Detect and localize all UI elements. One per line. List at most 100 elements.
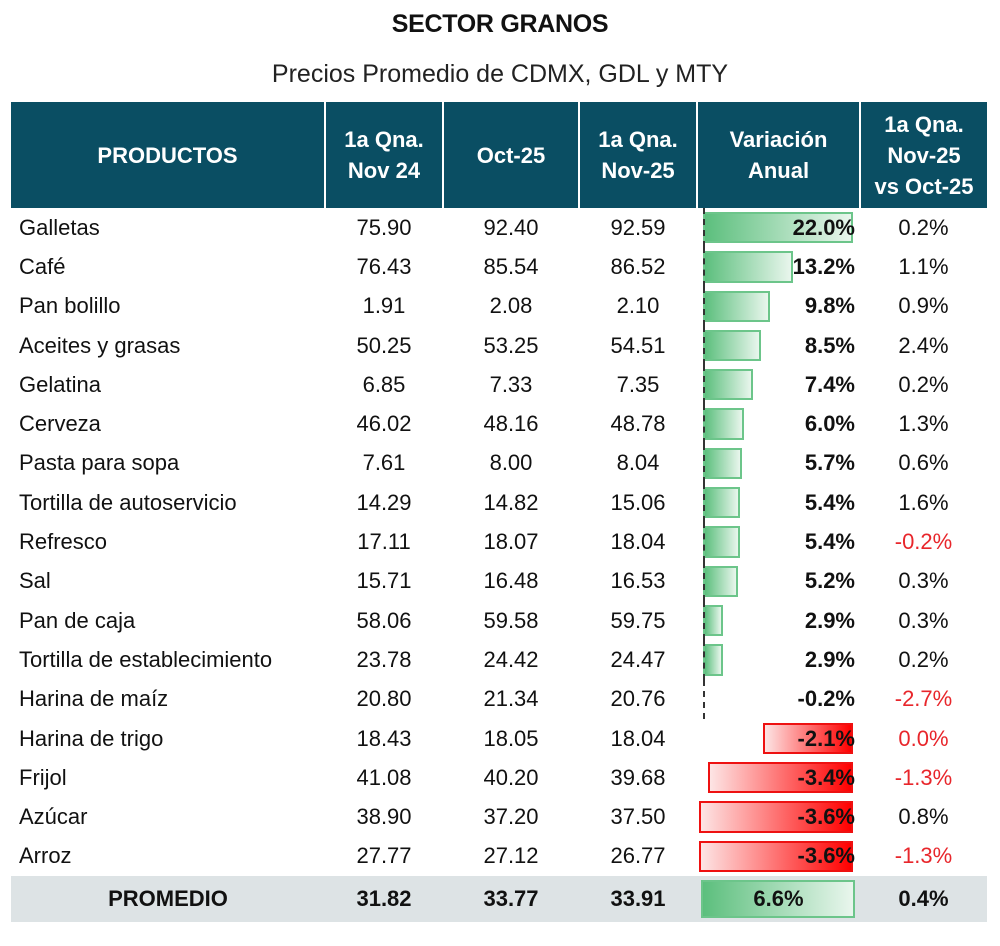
price-oct25: 40.20 (483, 764, 539, 790)
bar-axis-line (703, 365, 705, 405)
header-line: Anual (747, 158, 810, 183)
table-row: Sal 15.71 16.48 16.53 5.2% 0.3% (11, 561, 987, 601)
product-name: Harina de trigo (19, 725, 164, 751)
annual-variation-value: 13.2% (792, 253, 855, 279)
monthly-variation: -2.7% (894, 686, 953, 712)
positive-variation-bar (703, 565, 739, 597)
bar-axis-line (703, 208, 705, 248)
annual-variation: 6.0% (697, 404, 860, 444)
monthly-variation: 0.6% (898, 450, 949, 476)
price-nov24: 31.82 (325, 876, 443, 923)
table-row: Pan de caja 58.06 59.58 59.75 2.9% 0.3% (11, 600, 987, 641)
bar-axis-line (703, 247, 705, 287)
product-name: Gelatina (19, 371, 101, 397)
table-row: Frijol 41.08 40.20 39.68 -3.4% -1.3% (11, 758, 987, 797)
bar-axis-line (703, 483, 705, 523)
average-variation-bar (701, 880, 855, 919)
monthly-variation: 0.2% (898, 646, 949, 672)
product-name: Refresco (19, 529, 108, 555)
price-oct25: 8.00 (489, 450, 533, 476)
price-nov24: 76.43 (356, 253, 412, 279)
annual-variation-value: 6.6% (753, 886, 804, 912)
price-nov25: 7.35 (616, 371, 660, 397)
product-name: Galletas (19, 214, 100, 240)
price-oct25: 37.20 (483, 804, 539, 830)
header-nov24: 1a Qna. Nov 24 (324, 102, 443, 208)
annual-variation-value: 5.4% (804, 489, 855, 515)
price-nov25: 86.52 (610, 253, 666, 279)
prices-table: PRODUCTOS 1a Qna. Nov 24 Oct-25 1a Qna. Nov-2… (11, 102, 987, 923)
annual-variation-value: 7.4% (804, 371, 855, 397)
monthly-variation: 2.4% (898, 332, 949, 358)
header-line: vs Oct-25 (874, 173, 974, 199)
price-nov25: 8.04 (616, 450, 660, 476)
price-nov24: 46.02 (356, 411, 412, 437)
product-name: Tortilla de autoservicio (19, 489, 237, 515)
price-oct25: 85.54 (483, 253, 539, 279)
annual-variation-value: 5.4% (804, 529, 855, 555)
price-oct25: 24.42 (483, 646, 539, 672)
product-name: Café (19, 253, 66, 279)
price-nov25: 2.10 (616, 293, 660, 319)
annual-variation-value: -0.2% (797, 686, 855, 712)
header-row: PRODUCTOS 1a Qna. Nov 24 Oct-25 1a Qna. Nov-2… (11, 102, 987, 208)
price-nov24: 75.90 (356, 214, 412, 240)
table-row: Gelatina 6.85 7.33 7.35 7.4% 0.2% (11, 365, 987, 405)
annual-variation: 5.4% (697, 522, 860, 562)
annual-variation: 8.5% (697, 325, 860, 366)
bar-axis-line (703, 679, 705, 719)
price-nov24: 6.85 (362, 371, 406, 397)
price-oct25: 18.07 (483, 529, 539, 555)
price-nov25: 39.68 (610, 764, 666, 790)
monthly-variation: -1.3% (894, 843, 953, 869)
positive-variation-bar (703, 408, 744, 440)
monthly-variation: 0.0% (898, 725, 949, 751)
price-oct25: 53.25 (483, 332, 539, 358)
annual-variation-value: 6.0% (804, 411, 855, 437)
bar-axis-line (703, 325, 705, 366)
positive-variation-bar (703, 526, 740, 558)
price-nov25: 37.50 (610, 804, 666, 830)
annual-variation: 2.9% (697, 600, 860, 641)
price-oct25: 7.33 (489, 371, 533, 397)
price-nov25: 92.59 (610, 214, 666, 240)
price-oct25: 48.16 (483, 411, 539, 437)
price-nov25: 48.78 (610, 411, 666, 437)
product-name: Pan de caja (19, 607, 136, 633)
price-oct25: 92.40 (483, 214, 539, 240)
price-nov25: 15.06 (610, 489, 666, 515)
annual-variation: -3.6% (697, 837, 860, 876)
product-name: Pan bolillo (19, 293, 121, 319)
positive-variation-bar (703, 487, 740, 519)
price-oct25: 14.82 (483, 489, 539, 515)
annual-variation: 7.4% (697, 365, 860, 405)
price-nov24: 27.77 (356, 843, 412, 869)
price-nov25: 26.77 (610, 843, 666, 869)
annual-variation: 5.7% (697, 443, 860, 484)
header-line: Nov-25 (601, 158, 675, 183)
price-oct25: 16.48 (483, 568, 539, 594)
table-body: Galletas 75.90 92.40 92.59 22.0% 0.2% Café 76.4… (11, 208, 987, 923)
price-oct25: 27.12 (483, 843, 539, 869)
negative-variation-bar (763, 722, 853, 755)
header-line: Variación (729, 127, 828, 152)
annual-variation: 5.4% (697, 483, 860, 523)
annual-variation-value: 9.8% (804, 293, 855, 319)
monthly-variation: 0.2% (898, 371, 949, 397)
monthly-variation: 0.2% (898, 214, 949, 240)
table-row: Harina de trigo 18.43 18.05 18.04 -2.1% 0.0% (11, 719, 987, 758)
positive-variation-bar (703, 251, 793, 283)
bar-axis-line (703, 286, 705, 326)
negative-variation-bar (707, 762, 853, 794)
product-name: Tortilla de establecimiento (19, 646, 273, 672)
monthly-variation: 1.1% (898, 253, 949, 279)
page-title: SECTOR GRANOS (391, 10, 609, 38)
average-row: PROMEDIO 31.82 33.77 33.91 6.6% 0.4% (11, 876, 987, 923)
price-nov24: 20.80 (356, 686, 412, 712)
bar-axis-line (703, 561, 705, 601)
price-oct25: 33.77 (443, 876, 579, 923)
price-nov25: 18.04 (610, 725, 666, 751)
header-nov25: 1a Qna. Nov-25 (578, 102, 697, 208)
bar-axis-line (703, 404, 705, 444)
table-row: Refresco 17.11 18.07 18.04 5.4% -0.2% (11, 522, 987, 562)
